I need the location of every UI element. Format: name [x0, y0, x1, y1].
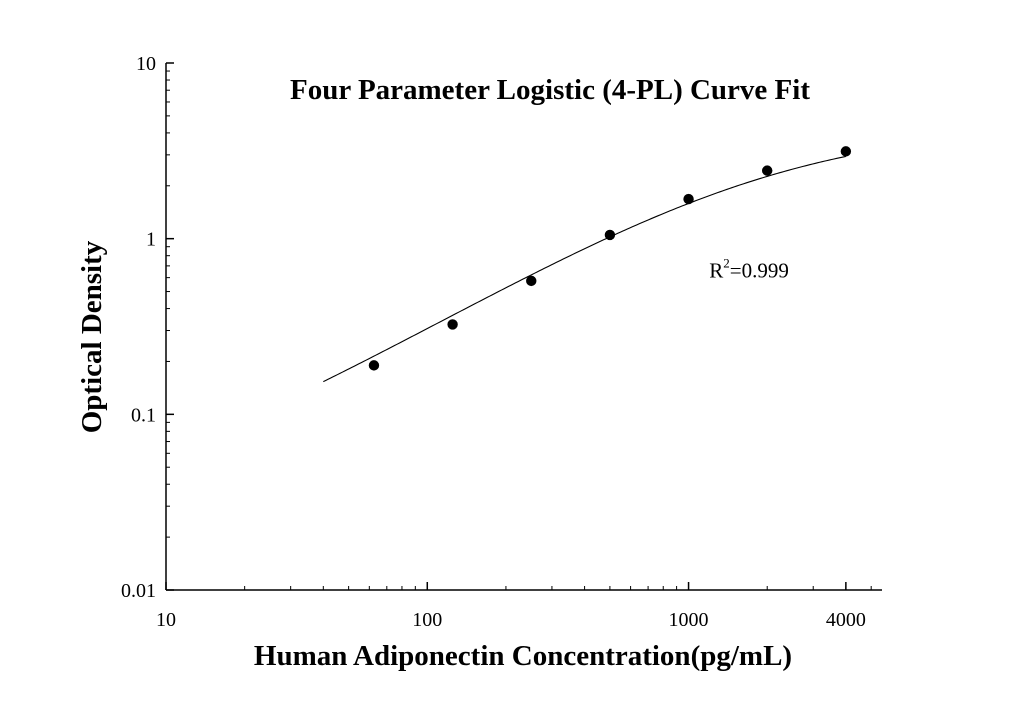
y-axis-title: Optical Density: [76, 240, 108, 433]
data-point: [762, 165, 773, 176]
y-tick-label: 0.1: [131, 404, 156, 426]
fit-curve-line: [323, 155, 846, 383]
data-point: [526, 275, 537, 287]
chart-title: Four Parameter Logistic (4-PL) Curve Fit: [290, 74, 810, 106]
x-tick-label: 10: [156, 609, 176, 631]
y-tick-label: 1: [146, 229, 156, 251]
data-point: [604, 229, 616, 241]
r-squared-value: =0.999: [730, 259, 789, 283]
data-point: [683, 193, 694, 205]
x-tick-label: 100: [412, 609, 442, 631]
x-tick-label: 1000: [669, 609, 709, 631]
data-point: [368, 360, 380, 371]
data-point: [840, 146, 852, 157]
y-tick-label: 10: [136, 53, 156, 75]
data-point: [447, 319, 458, 330]
x-tick-label: 4000: [826, 609, 866, 631]
y-tick-label: 0.01: [121, 580, 156, 602]
plot-area: 10 100 1000 4000 0.01 0.1 1 10 R2=0.999: [121, 53, 882, 631]
r-squared-prefix: R: [709, 259, 723, 283]
r-squared-annotation: R2=0.999: [709, 256, 789, 283]
x-axis-title: Human Adiponectin Concentration(pg/mL): [254, 640, 792, 672]
r-squared-superscript: 2: [723, 256, 730, 271]
